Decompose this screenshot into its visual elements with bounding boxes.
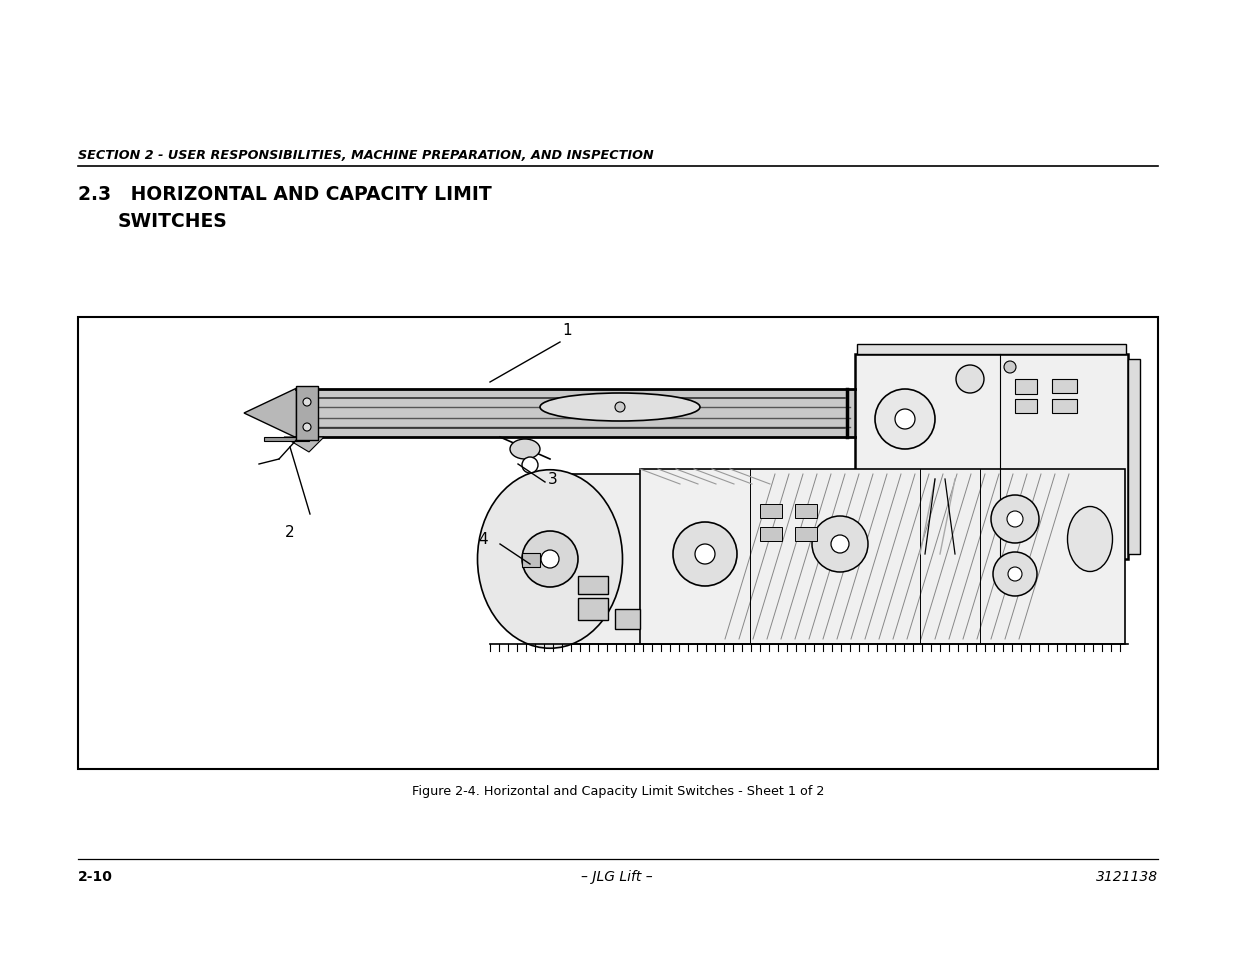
Circle shape bbox=[1008, 567, 1023, 581]
Text: SECTION 2 - USER RESPONSIBILITIES, MACHINE PREPARATION, AND INSPECTION: SECTION 2 - USER RESPONSIBILITIES, MACHI… bbox=[78, 149, 653, 162]
Text: 3121138: 3121138 bbox=[1095, 869, 1158, 883]
Circle shape bbox=[990, 496, 1039, 543]
Bar bbox=[522, 554, 540, 567]
Bar bbox=[1052, 379, 1077, 394]
Circle shape bbox=[695, 544, 715, 564]
Circle shape bbox=[541, 551, 559, 568]
Bar bbox=[760, 527, 782, 541]
Circle shape bbox=[895, 410, 915, 430]
Bar bbox=[1052, 399, 1077, 414]
Circle shape bbox=[303, 398, 311, 407]
Circle shape bbox=[673, 522, 737, 586]
Circle shape bbox=[522, 532, 578, 587]
Polygon shape bbox=[245, 388, 299, 439]
Bar bbox=[857, 345, 1126, 355]
Circle shape bbox=[303, 423, 311, 432]
Circle shape bbox=[956, 366, 984, 394]
Bar bbox=[578, 577, 608, 595]
Text: SWITCHES: SWITCHES bbox=[119, 212, 227, 231]
Bar bbox=[535, 475, 840, 644]
Ellipse shape bbox=[478, 470, 622, 649]
Circle shape bbox=[615, 402, 625, 413]
Bar bbox=[795, 504, 818, 518]
Text: 1: 1 bbox=[562, 323, 572, 337]
Circle shape bbox=[522, 457, 538, 474]
Bar bbox=[760, 504, 782, 518]
Bar bbox=[615, 609, 640, 629]
Circle shape bbox=[876, 390, 935, 450]
Circle shape bbox=[811, 517, 868, 573]
Polygon shape bbox=[284, 437, 324, 453]
Bar bbox=[578, 598, 608, 620]
Text: 2-10: 2-10 bbox=[78, 869, 112, 883]
Bar bbox=[78, 317, 1158, 769]
Circle shape bbox=[831, 536, 848, 554]
Bar bbox=[296, 387, 317, 440]
Bar bbox=[795, 527, 818, 541]
Bar bbox=[1015, 379, 1037, 395]
Bar bbox=[855, 355, 1128, 559]
Text: – JLG Lift –: – JLG Lift – bbox=[582, 869, 653, 883]
Text: 3: 3 bbox=[548, 472, 558, 487]
Text: Figure 2-4. Horizontal and Capacity Limit Switches - Sheet 1 of 2: Figure 2-4. Horizontal and Capacity Limi… bbox=[411, 784, 824, 797]
Ellipse shape bbox=[540, 394, 700, 421]
Bar bbox=[296, 390, 855, 437]
Circle shape bbox=[1004, 361, 1016, 374]
Circle shape bbox=[993, 553, 1037, 597]
Text: 2.3   HORIZONTAL AND CAPACITY LIMIT: 2.3 HORIZONTAL AND CAPACITY LIMIT bbox=[78, 185, 492, 204]
Text: 2: 2 bbox=[285, 524, 295, 539]
Text: 4: 4 bbox=[478, 532, 488, 547]
Ellipse shape bbox=[510, 439, 540, 459]
Ellipse shape bbox=[1067, 507, 1113, 572]
Bar bbox=[640, 470, 1125, 644]
Bar bbox=[1128, 359, 1140, 555]
Bar bbox=[1015, 399, 1037, 414]
Bar bbox=[264, 437, 309, 441]
Circle shape bbox=[1007, 512, 1023, 527]
